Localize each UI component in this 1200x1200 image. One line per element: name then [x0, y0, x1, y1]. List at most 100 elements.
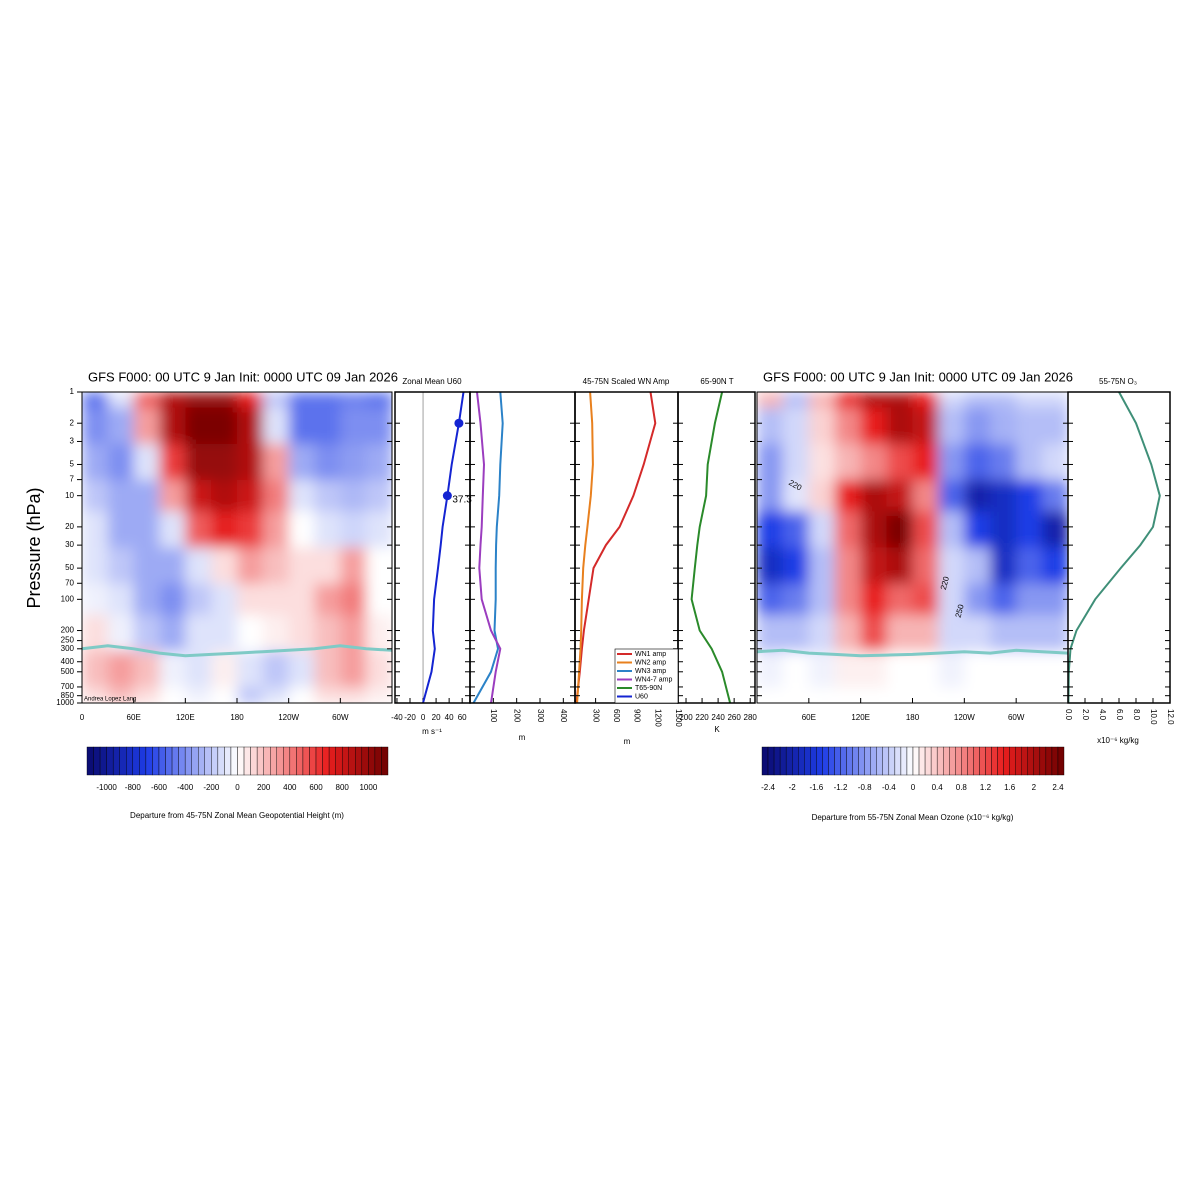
heatmap-cell: [808, 407, 836, 445]
colorbar-box: [779, 746, 787, 776]
heatmap-cell: [757, 392, 784, 409]
heatmap-cell: [185, 614, 213, 653]
y-tick-label: 30: [65, 540, 74, 549]
heatmap: [757, 392, 1068, 703]
colorbar-box: [1039, 746, 1047, 776]
colorbar-box: [773, 746, 781, 776]
heatmap-cell: [860, 511, 888, 549]
colorbar-box: [906, 746, 914, 776]
heatmap-cell: [366, 547, 392, 585]
x-tick-label: 200: [513, 709, 522, 723]
colorbar-box: [217, 746, 225, 776]
heatmap-cell: [340, 392, 368, 409]
colorbar-box: [198, 746, 205, 776]
heatmap-cell: [938, 407, 966, 445]
colorbar-tick-label: 400: [283, 783, 297, 792]
heatmap-cell: [211, 547, 238, 585]
heatmap-cell: [808, 511, 836, 549]
heatmap-cell: [107, 547, 135, 585]
heatmap-cell: [185, 511, 213, 549]
tropopause-line: [82, 644, 392, 658]
heatmap-cell: [1016, 443, 1044, 482]
heatmap-cell: [1042, 651, 1068, 689]
x-tick-label: 100: [489, 709, 498, 723]
plot-frame: [1067, 391, 1171, 704]
colorbar-box: [961, 746, 968, 776]
colorbar-box: [1009, 746, 1016, 776]
colorbar-tick-label: 0: [911, 783, 916, 792]
colorbar-box: [804, 746, 811, 776]
heatmap-cell: [990, 511, 1018, 549]
heatmap-cell: [757, 547, 784, 585]
colorbar-tick-label: 1.2: [980, 783, 992, 792]
heatmap-cell: [964, 392, 992, 409]
x-tick-label: 20: [432, 713, 441, 722]
heatmap-cell: [133, 443, 161, 482]
heatmap-cell: [757, 480, 784, 513]
heatmap-cell: [211, 480, 238, 513]
colorbar-box: [322, 746, 330, 776]
legend-box: [614, 648, 679, 704]
heatmap-cell: [82, 687, 109, 703]
colorbar-box: [165, 746, 173, 776]
y-tick-label: 5: [70, 460, 75, 469]
heatmap-cell: [107, 651, 135, 689]
colorbar-box: [93, 746, 101, 776]
colorbar-box: [1015, 746, 1022, 776]
heatmap-cell: [860, 583, 888, 616]
heatmap-cell: [886, 614, 914, 653]
heatmap-cell: [860, 651, 888, 689]
colorbar-box: [979, 746, 986, 776]
colorbar-box: [250, 746, 258, 776]
heatmap-cell: [211, 687, 238, 703]
heatmap-cell: [1016, 614, 1044, 653]
x-tick-label: 60W: [332, 713, 349, 722]
heatmap-cell: [159, 687, 187, 703]
heatmap-cell: [1016, 687, 1044, 703]
x-tick-label: 120E: [851, 713, 870, 722]
heatmap-cell: [185, 407, 213, 445]
colorbar-box: [900, 746, 908, 776]
colorbar-box: [949, 746, 956, 776]
heatmap-cell: [314, 443, 342, 482]
heatmap-cell: [262, 407, 290, 445]
colorbar-tick-label: 1.6: [1004, 783, 1016, 792]
profile-line: [422, 391, 465, 704]
colorbar-box: [204, 746, 212, 776]
heatmap-cell: [782, 651, 810, 689]
x-tick-label: 1500: [674, 709, 683, 727]
profile-line: [690, 391, 732, 704]
heatmap-cell: [1016, 511, 1044, 549]
heatmap-cell: [938, 687, 966, 703]
x-tick-label: 8.0: [1132, 709, 1141, 721]
colorbar-tick-label: -1.6: [809, 783, 823, 792]
x-tick-label: 180: [906, 713, 920, 722]
chart-title: GFS F000: 00 UTC 9 Jan: [763, 369, 910, 384]
heatmap-cell: [808, 443, 836, 482]
profile-line: [476, 391, 502, 704]
y-tick-label: 20: [65, 522, 74, 531]
y-tick-label: 2: [70, 418, 75, 427]
heatmap-cell: [782, 547, 810, 585]
panel-title: Zonal Mean U60: [402, 377, 462, 386]
colorbar-box: [1033, 746, 1041, 776]
colorbar-box: [145, 746, 153, 776]
heatmap-cell: [886, 511, 914, 549]
heatmap-cell: [912, 687, 940, 703]
heatmap-cell: [159, 407, 187, 445]
heatmap-cell: [990, 583, 1018, 616]
heatmap-cell: [834, 511, 862, 549]
legend-label: WN1 amp: [635, 651, 666, 658]
heatmap-cell: [757, 687, 784, 703]
colorbar-box: [256, 746, 264, 776]
heatmap-cell: [82, 547, 109, 585]
heatmap-cell: [964, 443, 992, 482]
x-tick-label: 4.0: [1098, 709, 1107, 721]
x-tick-label: 40: [445, 713, 454, 722]
heatmap-cell: [938, 547, 966, 585]
heatmap-cell: [133, 651, 161, 689]
heatmap-cell: [886, 547, 914, 585]
heatmap-cell: [912, 407, 940, 445]
x-tick-label: -20: [404, 713, 416, 722]
